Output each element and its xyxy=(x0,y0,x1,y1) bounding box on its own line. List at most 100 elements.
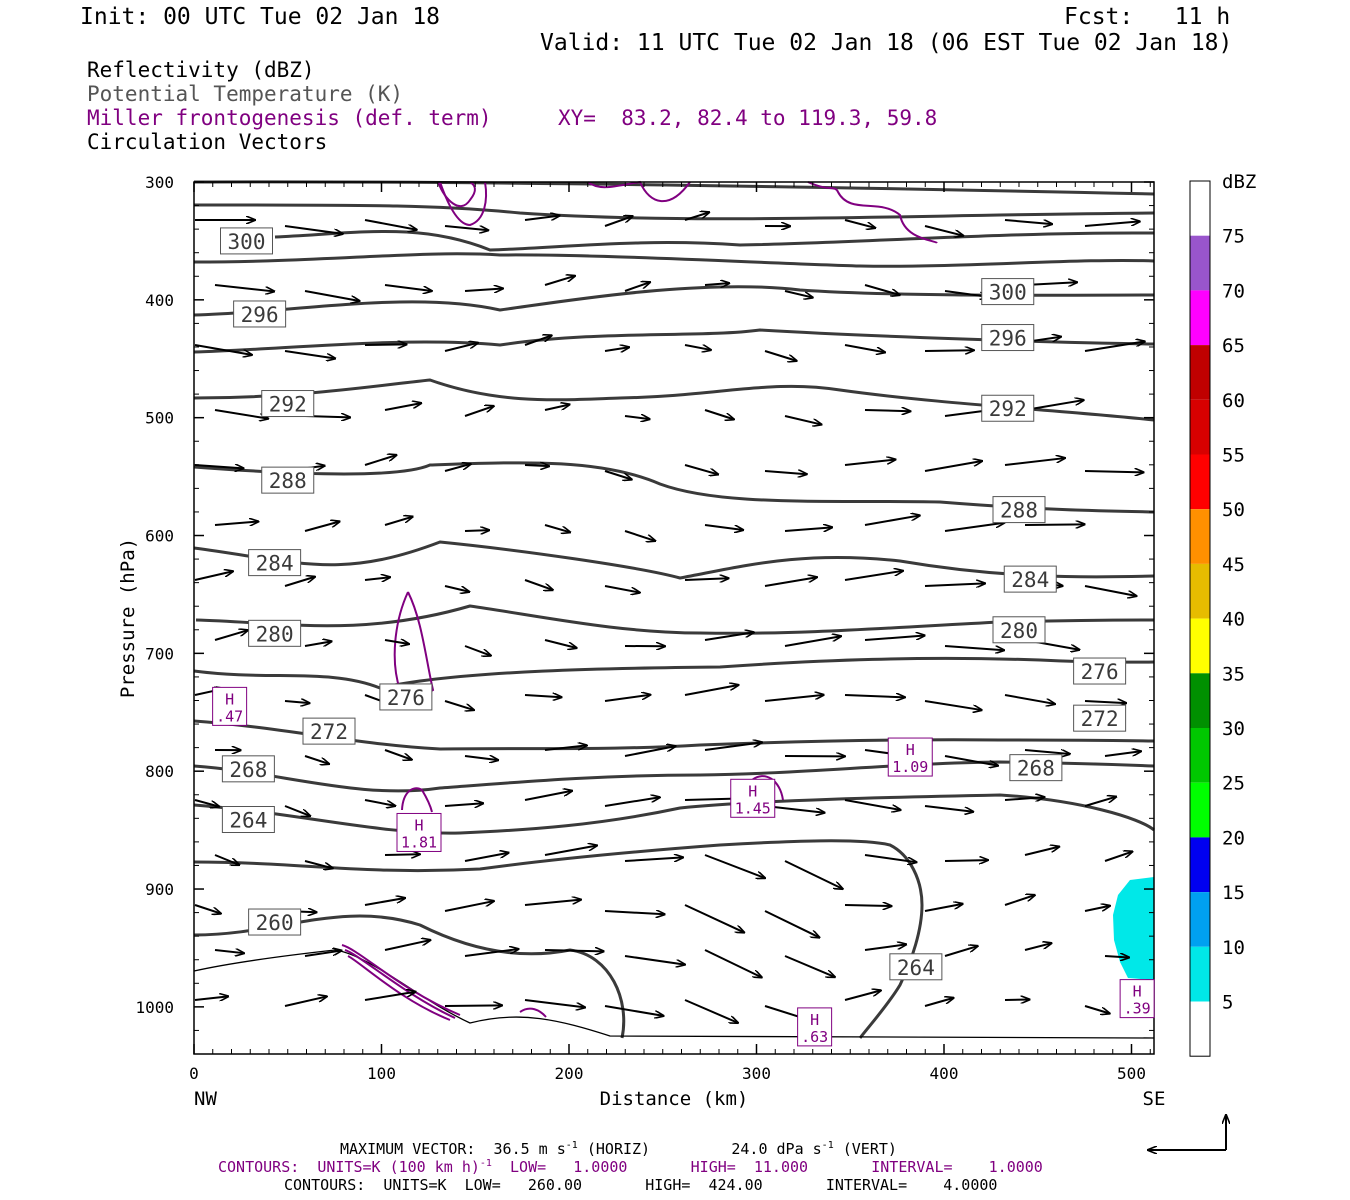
colorbar-swatch xyxy=(1190,563,1210,619)
theta-label: 272 xyxy=(310,720,348,744)
y-tick-label: 700 xyxy=(145,644,174,663)
circulation-vector xyxy=(364,455,396,466)
theta-contour xyxy=(193,252,1155,268)
circulation-vector xyxy=(844,219,875,228)
theta-label-box xyxy=(248,619,302,647)
colorbar-level-label: 35 xyxy=(1222,663,1245,685)
circulation-vector xyxy=(1084,1005,1110,1014)
colorbar-swatch xyxy=(1190,181,1210,236)
circulation-vector xyxy=(864,284,900,295)
circulation-vector xyxy=(784,860,843,889)
circulation-vector xyxy=(364,344,406,345)
circulation-vector xyxy=(444,225,488,230)
footer-max-vector: MAXIMUM VECTOR: 36.5 m s-1 (HORIZ) 24.0 … xyxy=(340,1140,897,1158)
circulation-vector xyxy=(524,335,552,346)
circulation-vector xyxy=(304,290,360,301)
circulation-vector xyxy=(1084,797,1116,807)
circulation-vector xyxy=(784,955,835,977)
circulation-vector xyxy=(704,524,743,530)
maximum-label: H xyxy=(414,816,423,834)
theta-label: 284 xyxy=(256,552,294,576)
forecast-hour: Fcst: 11 h xyxy=(1064,4,1231,30)
theta-label-box xyxy=(1073,657,1127,685)
circulation-vector xyxy=(784,636,841,647)
circulation-vector xyxy=(194,571,233,581)
circulation-vector xyxy=(194,344,252,355)
theta-label: 296 xyxy=(241,303,279,327)
circulation-vector xyxy=(284,701,310,703)
circulation-vector xyxy=(604,585,640,593)
y-tick-label: 800 xyxy=(145,762,174,781)
circulation-vector xyxy=(464,530,489,531)
colorbar-swatch xyxy=(1190,782,1210,838)
circulation-vector xyxy=(924,998,954,1007)
colorbar-level-label: 65 xyxy=(1222,335,1245,357)
frontogenesis-contour xyxy=(807,181,938,244)
colorbar-swatch xyxy=(1190,837,1210,893)
theta-label: 272 xyxy=(1081,707,1119,731)
colorbar-level-label: 30 xyxy=(1222,718,1245,740)
theta-label-box xyxy=(981,278,1035,306)
circulation-vector xyxy=(364,577,390,580)
x-end-label-right: SE xyxy=(1143,1088,1166,1110)
maximum-value: .63 xyxy=(801,1028,828,1046)
circulation-vector xyxy=(704,632,754,641)
circulation-vector xyxy=(544,845,597,856)
colorbar-level-label: 40 xyxy=(1222,609,1245,631)
y-tick-label: 400 xyxy=(145,291,174,310)
circulation-vector xyxy=(1084,906,1110,912)
circulation-vector xyxy=(784,290,813,298)
footer-contours-theta: CONTOURS: UNITS=K LOW= 260.00 HIGH= 424.… xyxy=(284,1176,998,1194)
circulation-vector xyxy=(384,940,430,951)
circulation-vector xyxy=(214,854,239,865)
circulation-vector xyxy=(1104,956,1129,957)
theta-label-box xyxy=(261,390,315,418)
theta-contour xyxy=(193,328,1155,354)
colorbar-level-label: 75 xyxy=(1222,226,1245,248)
circulation-vector xyxy=(1004,895,1035,906)
circulation-vector xyxy=(684,685,738,696)
circulation-vector xyxy=(444,585,469,592)
theta-label: 276 xyxy=(387,686,425,710)
colorbar-swatch xyxy=(1190,235,1210,291)
legend-frontogenesis: Miller frontogenesis (def. term) xyxy=(87,106,492,130)
circulation-vector xyxy=(214,284,274,291)
circulation-vector xyxy=(844,990,881,1001)
circulation-vector xyxy=(464,949,518,957)
circulation-vector xyxy=(844,799,901,810)
x-tick-label: 400 xyxy=(930,1064,959,1083)
maximum-label: H xyxy=(1133,983,1142,1001)
circulation-vector xyxy=(364,219,417,230)
colorbar-level-label: 20 xyxy=(1222,827,1245,849)
circulation-vector xyxy=(764,910,819,937)
circulation-vector xyxy=(214,409,268,419)
circulation-vector xyxy=(704,742,762,751)
circulation-vector xyxy=(544,745,587,751)
circulation-vector xyxy=(524,791,572,801)
theta-contour xyxy=(193,656,1155,690)
circulation-vector xyxy=(524,999,585,1007)
theta-label: 300 xyxy=(228,230,266,254)
maximum-box xyxy=(212,686,248,726)
circulation-vector xyxy=(524,900,581,906)
circulation-vector xyxy=(544,404,570,411)
theta-label-box xyxy=(1003,565,1057,593)
circulation-vector xyxy=(194,904,221,914)
circulation-vector xyxy=(784,527,832,531)
circulation-vector xyxy=(604,797,660,807)
theta-label-box xyxy=(248,908,302,936)
footer-contours-fronto: CONTOURS: UNITS=K (100 km h)-1 LOW= 1.00… xyxy=(218,1158,1043,1176)
circulation-vector xyxy=(944,645,1004,650)
circulation-vector xyxy=(704,283,729,285)
theta-contour xyxy=(193,180,1155,196)
circulation-vector xyxy=(384,749,412,760)
circulation-vector xyxy=(444,700,474,710)
colorbar: 5 10 15 20 25 30 35 40 45 50 55 60 65 70 75 xyxy=(1189,180,1245,1057)
colorbar-swatch xyxy=(1190,509,1210,564)
x-tick-label: 100 xyxy=(367,1064,396,1083)
frontogenesis-contour xyxy=(344,949,456,1019)
colorbar-frame xyxy=(1189,180,1211,1057)
circulation-vector xyxy=(944,860,988,861)
circulation-vector xyxy=(864,515,920,526)
theta-label: 264 xyxy=(897,956,935,980)
